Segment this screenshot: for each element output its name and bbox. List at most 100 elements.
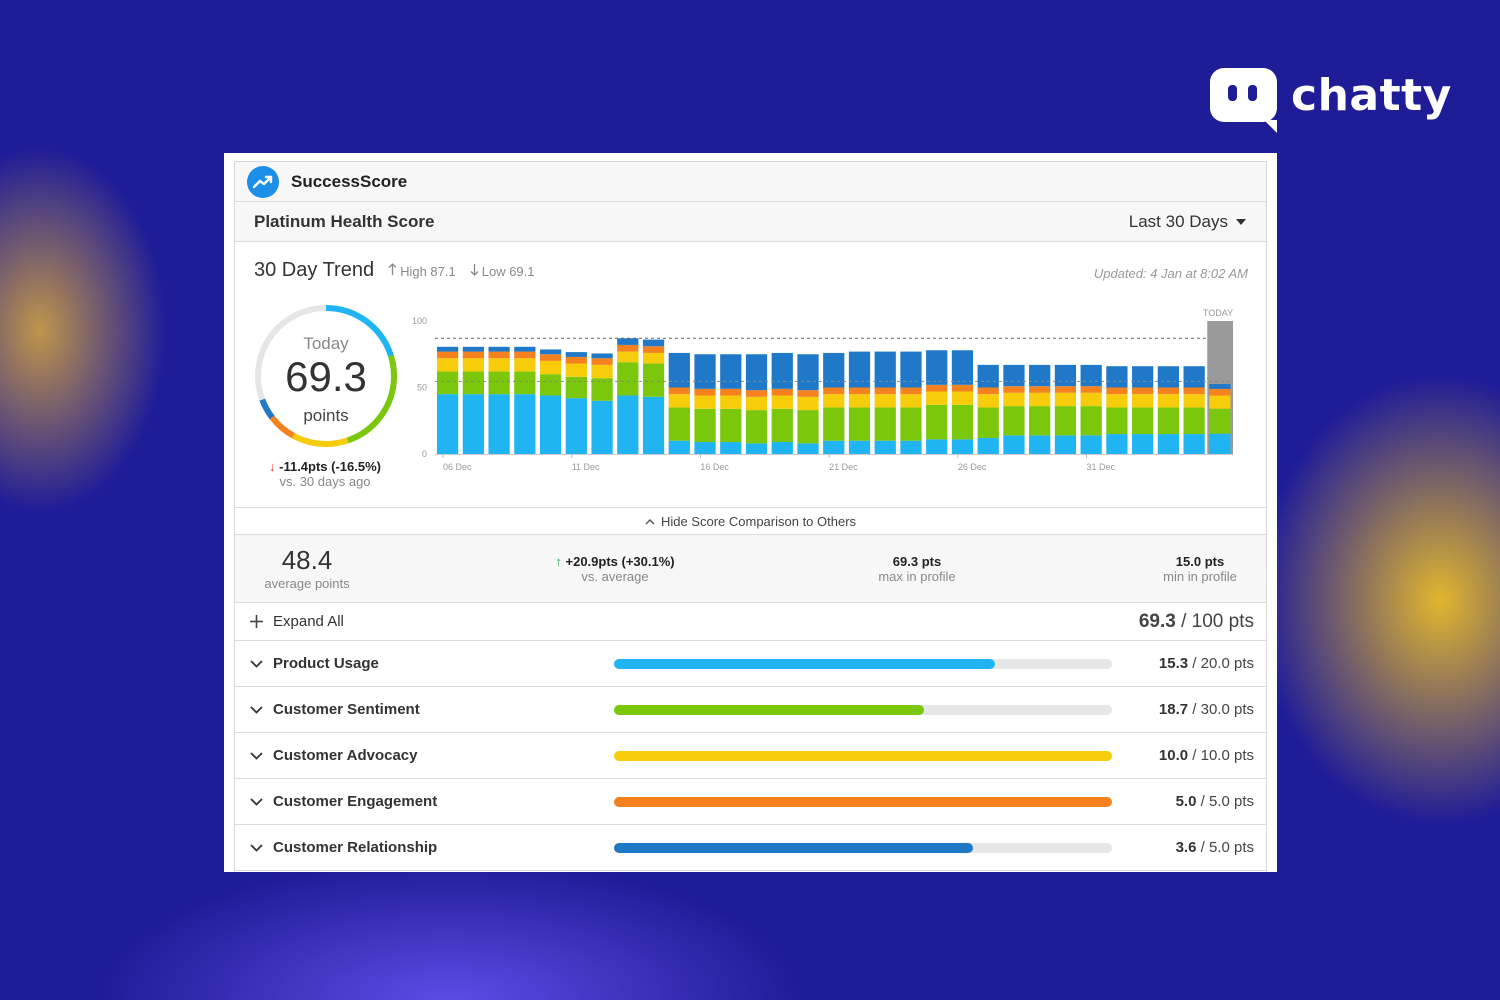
bar-segment (1003, 406, 1025, 436)
bar-segment (1080, 364, 1102, 387)
bar-segment (1106, 394, 1128, 408)
category-score-value: 3.6 (1175, 839, 1197, 856)
category-row-customer-engagement[interactable]: Customer Engagement 5.0 / 5.0 pts (235, 779, 1266, 825)
bar-segment (745, 443, 768, 454)
bar-segment (1183, 407, 1205, 435)
bar-segment (668, 407, 690, 441)
bar-segment (874, 407, 896, 441)
chatty-logo: chatty (1210, 66, 1452, 133)
bar-segment (565, 398, 587, 454)
bar-segment (694, 442, 716, 454)
bar-segment (745, 410, 768, 444)
category-label: Customer Engagement (273, 793, 438, 810)
bar-segment (694, 388, 716, 396)
min-profile-stat: 15.0 pts min in profile (1140, 554, 1260, 584)
bar-segment (437, 351, 459, 359)
vs-average-label: vs. average (581, 569, 649, 584)
min-value: 15.0 pts (1175, 554, 1225, 569)
bar-segment (720, 442, 742, 454)
bar-segment (771, 442, 793, 454)
bar-segment (1157, 407, 1180, 435)
plus-icon (235, 614, 273, 629)
bar-segment (797, 443, 819, 454)
bar-segment (1003, 386, 1025, 393)
bar-segment (1157, 366, 1180, 388)
category-score-max: 5.0 pts (1208, 793, 1254, 810)
bar-segment (591, 353, 613, 359)
bar-segment (1209, 384, 1231, 389)
bar-segment (1003, 435, 1025, 454)
category-row-product-usage[interactable]: Product Usage 15.3 / 20.0 pts (235, 641, 1266, 687)
total-score-value: 69.3 (1138, 610, 1176, 632)
bar-segment (926, 391, 948, 405)
bar-segment (1157, 394, 1180, 408)
chevron-down-icon (235, 843, 273, 852)
bar-segment (668, 394, 690, 408)
category-label: Product Usage (273, 655, 379, 672)
bar-segment (823, 352, 845, 388)
bar-segment (977, 387, 999, 395)
category-label: Customer Sentiment (273, 701, 420, 718)
bar-segment (1209, 408, 1231, 434)
category-score-max: 10.0 pts (1200, 747, 1254, 764)
bar-segment (1054, 435, 1077, 454)
bar-segment (874, 440, 896, 454)
category-progress-track (614, 705, 1112, 715)
high-stat: High 87.1 (388, 263, 456, 279)
bar-segment (745, 354, 768, 391)
bar-segment (926, 439, 948, 454)
score-subheader: Platinum Health Score Last 30 Days (235, 202, 1266, 242)
bar-segment (694, 408, 716, 443)
category-progress-track (614, 843, 1112, 853)
bar-segment (797, 390, 819, 397)
bar-segment (848, 394, 871, 408)
bar-segment (900, 440, 922, 454)
date-range-dropdown[interactable]: Last 30 Days (1129, 212, 1246, 232)
bar-segment (1132, 394, 1154, 408)
bar-segment (539, 395, 562, 454)
bar-segment (1029, 392, 1051, 407)
bar-segment (1209, 395, 1231, 409)
today-label: Today (303, 334, 349, 353)
bar-segment (1029, 386, 1051, 393)
bar-segment (565, 363, 587, 377)
category-row-customer-relationship[interactable]: Customer Relationship 3.6 / 5.0 pts (235, 825, 1266, 871)
widget-title: SuccessScore (291, 171, 408, 191)
bar-segment (900, 387, 922, 395)
bar-segment (771, 388, 793, 396)
chat-bubble-icon (1210, 68, 1277, 133)
bar-segment (823, 394, 845, 408)
min-label: min in profile (1163, 569, 1237, 584)
category-score: 10.0 / 10.0 pts (1158, 747, 1254, 764)
bar-segment (694, 354, 716, 389)
bar-segment (951, 350, 974, 385)
bar-segment (745, 396, 768, 411)
bar-segment (1157, 434, 1180, 454)
category-row-customer-sentiment[interactable]: Customer Sentiment 18.7 / 30.0 pts (235, 687, 1266, 733)
bar-segment (977, 438, 999, 454)
bar-segment (591, 378, 613, 401)
bar-segment (617, 351, 639, 363)
category-row-customer-advocacy[interactable]: Customer Advocacy 10.0 / 10.0 pts (235, 733, 1266, 779)
date-range-value: Last 30 Days (1128, 211, 1228, 231)
bar-segment (720, 388, 742, 396)
bar-segment (488, 346, 510, 352)
y-tick-label: 0 (422, 449, 427, 459)
x-tick-label: 11 Dec (572, 462, 600, 472)
success-score-card: SuccessScore Platinum Health Score Last … (224, 153, 1277, 872)
gauge-segment (255, 305, 397, 447)
vs-average-value: +20.9pts (+30.1%) (565, 554, 675, 569)
bar-segment (977, 364, 999, 388)
category-score: 15.3 / 20.0 pts (1158, 655, 1254, 672)
category-score-max: 5.0 pts (1208, 839, 1254, 856)
bar-segment (591, 358, 613, 365)
bar-segment (977, 407, 999, 439)
updated-timestamp: Updated: 4 Jan at 8:02 AM (1093, 266, 1248, 281)
expand-all-row[interactable]: Expand All 69.3 / 100 pts (235, 603, 1266, 641)
bar-segment (668, 352, 690, 388)
bar-segment (591, 364, 613, 379)
bar-segment (488, 371, 510, 395)
bar-segment (1132, 366, 1154, 388)
average-label: average points (264, 576, 350, 591)
hide-comparison-toggle[interactable]: Hide Score Comparison to Others (235, 508, 1266, 535)
